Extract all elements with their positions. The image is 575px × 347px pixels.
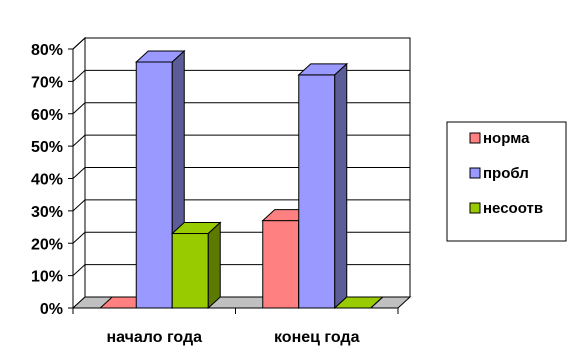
gridline-diagonal	[72, 102, 86, 115]
bar-front	[135, 61, 173, 309]
y-tick-label: 70%	[31, 74, 63, 91]
y-tick-label: 80%	[31, 42, 63, 59]
bar-front	[298, 74, 336, 309]
legend-box	[446, 121, 567, 242]
legend-swatch	[469, 132, 481, 144]
legend: норма пробл несоотв	[446, 121, 567, 242]
legend-label: норма	[483, 130, 530, 147]
gridline-diagonal	[72, 37, 86, 50]
bar-front	[171, 233, 209, 309]
gridline-diagonal	[72, 167, 86, 179]
bar-side	[207, 221, 221, 310]
bar	[297, 62, 349, 310]
y-tick-label: 50%	[31, 139, 63, 156]
y-tick-label: 0%	[40, 301, 63, 318]
gridline-diagonal	[72, 199, 86, 212]
y-axis: 0% 10% 20% 30% 40% 50% 60% 70% 80%	[31, 42, 74, 318]
x-tick-label: конец года	[274, 329, 360, 346]
chart-walls	[72, 36, 411, 310]
gridline-diagonal	[72, 231, 86, 244]
x-axis: начало года конец года	[72, 307, 399, 346]
x-tick-label: начало года	[106, 329, 202, 346]
gridline-diagonal	[72, 264, 86, 276]
legend-label: несоотв	[483, 200, 543, 217]
legend-swatch	[469, 202, 481, 214]
gridline-diagonal	[72, 134, 86, 147]
legend-swatch	[469, 167, 481, 179]
y-tick-label: 30%	[31, 204, 63, 221]
bar	[333, 296, 385, 309]
y-tick-label: 40%	[31, 172, 63, 189]
y-tick-label: 60%	[31, 107, 63, 124]
y-tick-label: 10%	[31, 269, 63, 286]
bar-front	[262, 220, 300, 309]
gridline-diagonal	[72, 70, 86, 82]
y-tick-label: 20%	[31, 236, 63, 253]
bars	[98, 49, 385, 310]
legend-label: пробл	[483, 165, 529, 182]
bar-side	[370, 296, 384, 309]
bar	[170, 221, 222, 310]
bar-side	[334, 62, 348, 310]
